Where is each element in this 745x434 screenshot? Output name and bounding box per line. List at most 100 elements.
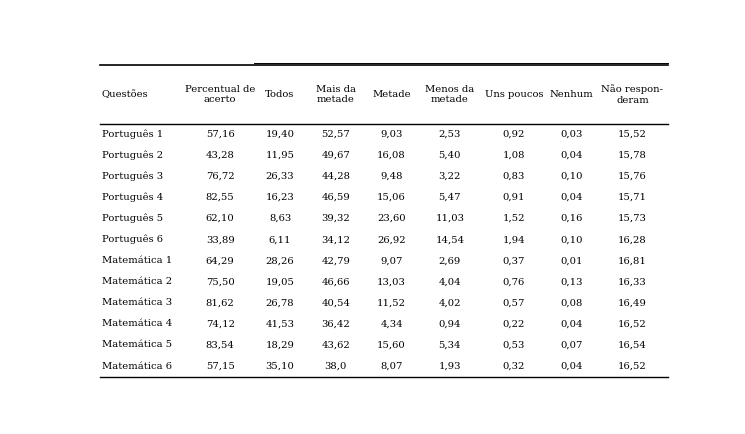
Text: 82,55: 82,55 [206,193,235,202]
Text: 0,13: 0,13 [560,277,583,286]
Text: 14,54: 14,54 [435,235,464,244]
Text: Matemática 5: Matemática 5 [102,341,172,349]
Text: 15,73: 15,73 [618,214,647,223]
Text: 16,28: 16,28 [618,235,647,244]
Text: Menos da
metade: Menos da metade [425,85,475,105]
Text: 33,89: 33,89 [206,235,235,244]
Text: 15,71: 15,71 [618,193,647,202]
Text: 19,05: 19,05 [266,277,294,286]
Text: 57,16: 57,16 [206,130,235,139]
Text: 23,60: 23,60 [377,214,406,223]
Text: Português 3: Português 3 [102,172,163,181]
Text: 16,81: 16,81 [618,256,647,265]
Text: 35,10: 35,10 [266,362,294,371]
Text: 0,91: 0,91 [503,193,525,202]
Text: Português 4: Português 4 [102,193,163,202]
Text: Nenhum: Nenhum [550,90,594,99]
Text: 64,29: 64,29 [206,256,235,265]
Text: 34,12: 34,12 [321,235,350,244]
Text: 0,57: 0,57 [503,299,525,307]
Text: 4,02: 4,02 [439,299,461,307]
Text: 0,04: 0,04 [560,362,583,371]
Text: 18,29: 18,29 [266,341,294,349]
Text: 0,10: 0,10 [560,235,583,244]
Text: 19,40: 19,40 [265,130,294,139]
Text: Mais da
metade: Mais da metade [316,85,356,105]
Text: 39,32: 39,32 [321,214,350,223]
Text: 5,40: 5,40 [439,151,461,160]
Text: Metade: Metade [372,90,410,99]
Text: Todos: Todos [265,90,295,99]
Text: 26,78: 26,78 [266,299,294,307]
Text: Uns poucos: Uns poucos [484,90,543,99]
Text: 76,72: 76,72 [206,172,235,181]
Text: Português 6: Português 6 [102,235,163,244]
Text: 62,10: 62,10 [206,214,235,223]
Text: 38,0: 38,0 [325,362,347,371]
Text: 16,49: 16,49 [618,299,647,307]
Text: 11,95: 11,95 [265,151,294,160]
Text: Matemática 4: Matemática 4 [102,319,172,329]
Text: 9,07: 9,07 [381,256,403,265]
Text: 46,59: 46,59 [321,193,350,202]
Text: 0,16: 0,16 [560,214,583,223]
Text: 15,06: 15,06 [377,193,406,202]
Text: 36,42: 36,42 [321,319,350,329]
Text: 74,12: 74,12 [206,319,235,329]
Text: Questões: Questões [102,90,148,99]
Text: 0,04: 0,04 [560,193,583,202]
Text: 1,52: 1,52 [503,214,525,223]
Text: 1,08: 1,08 [503,151,525,160]
Text: Percentual de
acerto: Percentual de acerto [185,85,256,105]
Text: 15,52: 15,52 [618,130,647,139]
Text: 4,04: 4,04 [439,277,461,286]
Text: 1,93: 1,93 [439,362,461,371]
Text: Português 5: Português 5 [102,214,163,224]
Text: 43,28: 43,28 [206,151,235,160]
Text: 6,11: 6,11 [269,235,291,244]
Text: 3,22: 3,22 [439,172,461,181]
Text: Não respon-
deram: Não respon- deram [601,85,663,105]
Text: 16,08: 16,08 [377,151,406,160]
Text: 0,53: 0,53 [503,341,525,349]
Text: 0,94: 0,94 [439,319,461,329]
Text: 9,03: 9,03 [381,130,403,139]
Text: 44,28: 44,28 [321,172,350,181]
Text: 0,37: 0,37 [503,256,525,265]
Text: 0,04: 0,04 [560,151,583,160]
Text: 8,63: 8,63 [269,214,291,223]
Text: Matemática 3: Matemática 3 [102,299,172,307]
Text: 8,07: 8,07 [381,362,403,371]
Text: Matemática 6: Matemática 6 [102,362,172,371]
Text: 0,76: 0,76 [503,277,525,286]
Text: 0,10: 0,10 [560,172,583,181]
Text: 26,92: 26,92 [377,235,406,244]
Text: 16,52: 16,52 [618,362,647,371]
Text: 15,78: 15,78 [618,151,647,160]
Text: Português 2: Português 2 [102,151,163,160]
Text: 15,60: 15,60 [377,341,406,349]
Text: 4,34: 4,34 [380,319,403,329]
Text: 83,54: 83,54 [206,341,235,349]
Text: 13,03: 13,03 [377,277,406,286]
Text: 16,54: 16,54 [618,341,647,349]
Text: 16,23: 16,23 [266,193,294,202]
Text: 28,26: 28,26 [266,256,294,265]
Text: 15,76: 15,76 [618,172,647,181]
Text: 9,48: 9,48 [380,172,403,181]
Text: 0,08: 0,08 [560,299,583,307]
Text: 57,15: 57,15 [206,362,235,371]
Text: 52,57: 52,57 [321,130,350,139]
Text: Matemática 2: Matemática 2 [102,277,172,286]
Text: 46,66: 46,66 [322,277,350,286]
Text: 0,03: 0,03 [560,130,583,139]
Text: 0,01: 0,01 [560,256,583,265]
Text: 26,33: 26,33 [266,172,294,181]
Text: 40,54: 40,54 [321,299,350,307]
Text: 11,03: 11,03 [435,214,464,223]
Text: 5,34: 5,34 [439,341,461,349]
Text: Português 1: Português 1 [102,130,163,139]
Text: 5,47: 5,47 [439,193,461,202]
Text: 42,79: 42,79 [321,256,350,265]
Text: 0,04: 0,04 [560,319,583,329]
